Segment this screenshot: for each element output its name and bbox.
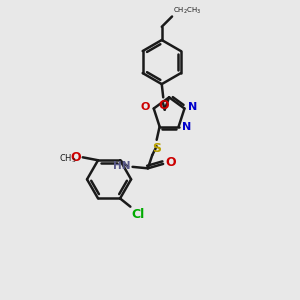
Text: Cl: Cl [132,208,145,221]
Text: O: O [140,102,150,112]
Text: HN: HN [113,161,130,171]
Text: CH$_2$CH$_3$: CH$_2$CH$_3$ [172,5,201,16]
Text: O: O [70,151,81,164]
Text: N: N [182,122,192,132]
Text: O: O [166,156,176,169]
Text: S: S [152,142,161,154]
Text: N: N [188,102,198,112]
Text: O: O [158,99,169,112]
Text: CH$_3$: CH$_3$ [59,152,76,165]
